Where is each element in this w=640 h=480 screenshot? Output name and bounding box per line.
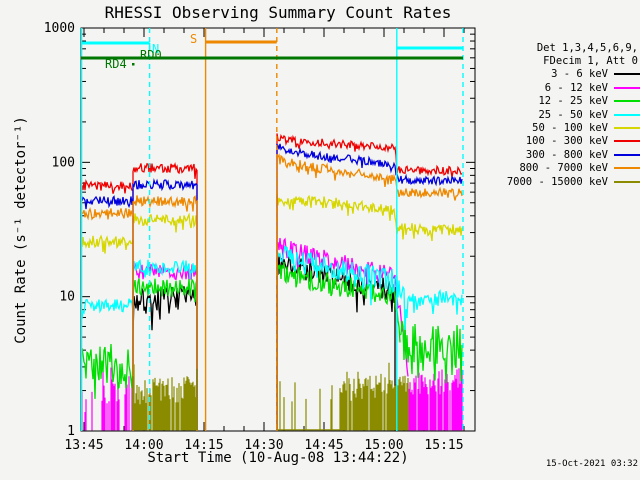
legend-entry: 800 - 7000 keV <box>500 162 640 175</box>
legend-color-line-icon <box>614 127 640 130</box>
series-50-100keV <box>132 212 198 431</box>
rd0-label: RD0 <box>140 48 162 62</box>
legend-color-line-icon <box>614 140 640 143</box>
y-tick-label: 1000 <box>44 21 75 36</box>
series-800-7000keV <box>132 194 198 431</box>
legend-label: 7000 - 15000 keV <box>506 175 608 188</box>
y-tick-label: 1 <box>67 424 75 439</box>
series-25-50keV <box>407 288 463 315</box>
x-tick-label: 15:00 <box>364 438 403 453</box>
night-label: N <box>152 42 159 56</box>
legend-color-line-icon <box>614 167 640 170</box>
legend-color-line-icon <box>614 113 640 116</box>
series-25-50keV <box>276 245 409 431</box>
series-300-800keV <box>276 143 463 431</box>
saa-label: S <box>190 32 197 46</box>
legend-color-line-icon <box>614 180 640 183</box>
series-50-100keV <box>276 192 463 431</box>
series-50-100keV <box>81 234 134 254</box>
x-tick-label: 13:45 <box>64 438 103 453</box>
legend-label: 50 - 100 keV <box>532 122 608 135</box>
legend-label: 300 - 800 keV <box>525 148 608 161</box>
x-axis-title: Start Time (10-Aug-08 13:44:22) <box>147 450 409 466</box>
legend-label: 3 - 6 keV <box>551 68 608 81</box>
legend-label: 25 - 50 keV <box>538 108 608 121</box>
legend-color-line-icon <box>614 153 640 156</box>
series-12-25keV <box>81 343 134 399</box>
x-tick-label: 14:45 <box>304 438 343 453</box>
series-25-50keV <box>81 298 134 320</box>
series-7000-15000keV-band <box>132 364 198 431</box>
series-7000-15000keV-band <box>339 362 409 431</box>
legend-color-line-icon <box>614 73 640 76</box>
legend-entry: 7000 - 15000 keV <box>500 175 640 188</box>
legend-color-line-icon <box>614 86 640 89</box>
y-axis-title: Count Rate (s⁻¹ detector⁻¹) <box>13 116 29 344</box>
series-100-300keV <box>132 161 198 431</box>
legend-label: 6 - 12 keV <box>544 81 608 94</box>
x-tick-label: 14:15 <box>184 438 223 453</box>
series-100-300keV <box>276 133 463 431</box>
series-7000-15000keV-band <box>277 381 340 431</box>
x-tick-label: 14:30 <box>244 438 283 453</box>
legend-entry: 100 - 300 keV <box>500 135 640 148</box>
series-12-25keV <box>399 320 463 384</box>
legend-header: Det 1,3,4,5,6,9, <box>536 41 638 54</box>
legend-label: 12 - 25 keV <box>538 95 608 108</box>
legend-entry: 300 - 800 keV <box>500 148 640 161</box>
series-25-50keV <box>132 259 198 431</box>
legend-entry: 25 - 50 keV <box>500 108 640 121</box>
series-800-7000keV <box>81 206 134 221</box>
rd4-label: RD4 <box>105 57 127 71</box>
legend-label: 100 - 300 keV <box>525 135 608 148</box>
creation-timestamp: 15-Oct-2021 03:32 <box>545 459 638 469</box>
legend-label: 800 - 7000 keV <box>519 162 608 175</box>
legend-entry: 12 - 25 keV <box>500 95 640 108</box>
rd4-dot <box>132 63 135 66</box>
legend-color-line-icon <box>614 100 640 103</box>
y-tick-label: 100 <box>52 155 75 170</box>
x-tick-label: 15:15 <box>424 438 463 453</box>
series-100-300keV <box>81 178 134 194</box>
series-300-800keV <box>81 195 134 210</box>
series-12-25keV <box>132 278 198 431</box>
series-300-800keV <box>132 178 198 431</box>
legend-entry: 3 - 6 keV <box>500 68 640 81</box>
y-tick-label: 10 <box>59 290 75 305</box>
chart-title: RHESSI Observing Summary Count Rates <box>104 3 452 22</box>
x-tick-label: 14:00 <box>124 438 163 453</box>
legend-header: FDecim 1, Att 0 <box>543 55 638 68</box>
legend-entry: 50 - 100 keV <box>500 121 640 134</box>
series-800-7000keV <box>276 153 463 431</box>
series-12-25keV <box>276 261 401 431</box>
legend-entry: 6 - 12 keV <box>500 81 640 94</box>
